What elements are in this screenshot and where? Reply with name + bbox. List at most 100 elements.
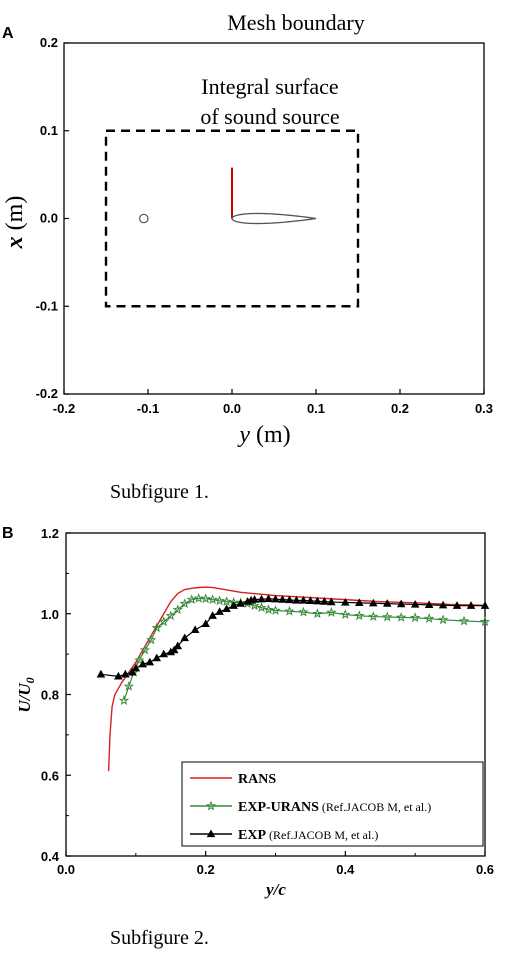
integral-surface-box [104,129,360,308]
point-exp [257,594,266,603]
point-exp [396,599,406,608]
point-exp [159,649,169,658]
point-exp [264,594,273,602]
point-exp [208,611,217,619]
panel-b-ylabel-sub: 0 [23,677,37,683]
point-exp [292,595,301,604]
point-exp [173,641,183,650]
panel-b-ytick-label: 1.0 [41,607,59,622]
panel-b-ytick-label: 0.8 [41,688,59,703]
panel-b-ytick-label: 0.6 [41,768,59,783]
point-exp [320,597,329,605]
point-exp-urans [270,605,281,615]
point-exp-urans [221,596,232,607]
point-exp [96,669,106,678]
point-exp [306,596,315,604]
series-line-exp-urans [123,597,486,701]
point-exp [355,598,364,606]
panel-a-annotation-line1: Integral surface [201,74,338,99]
point-exp [285,595,294,604]
point-exp [480,601,490,609]
point-exp-urans [134,654,145,665]
panel-a-xtick-label: 0.0 [223,401,241,416]
point-exp-urans [368,611,379,621]
point-exp [341,597,350,606]
panel-a-ylabel-unit: (m) [2,196,28,237]
panel-a-ytick-label: 0.0 [40,211,58,226]
panel-a-xtick-label: 0.3 [475,401,493,416]
panel-b-chart: y/c U/U0 0.0 0.2 0.4 0.60.40.60.81.01.2RANS… [15,526,494,899]
point-exp [215,607,224,615]
legend-series-name: EXP-URANS [238,800,319,815]
point-exp [166,647,176,656]
airfoil-outline [231,212,317,225]
point-exp-urans [326,607,337,617]
panel-a-ylabel: x (m) [2,196,28,250]
point-exp-urans [158,616,169,627]
point-exp [128,667,137,676]
point-exp-urans [146,634,157,645]
panel-b-ylabel: U/U0 [15,677,37,712]
point-exp-urans [214,595,225,606]
legend-marker-exp [206,829,216,838]
point-exp [250,595,259,603]
point-exp-urans [458,615,470,626]
point-exp-urans [118,695,130,705]
point-exp-urans [354,610,365,621]
point-exp [201,619,210,627]
panel-b-letter: B [2,525,14,542]
point-exp-urans [186,594,197,605]
point-exp-urans [263,604,274,615]
point-exp [368,598,378,607]
legend-label-rans: RANS [238,772,276,787]
series-line-rans [107,586,486,772]
legend-marker-exp-urans [205,800,217,811]
panel-a-ytick-label: 0.1 [40,123,58,138]
legend-box [181,761,484,847]
point-exp [138,659,148,668]
point-exp-urans [123,681,135,691]
panel-b-xtick-label: 0.4 [336,862,355,877]
panel-a-letter: A [2,25,14,42]
point-exp [313,596,322,605]
point-exp [271,594,280,603]
panel-a-ytick-label: -0.2 [36,386,58,401]
legend-series-name: EXP [238,828,266,843]
panel-a-xtick-label: 0.2 [391,401,409,416]
point-exp [452,601,462,609]
point-exp-urans [312,608,323,619]
panel-a-ytick-label: -0.1 [36,298,58,313]
point-exp [131,663,141,672]
panel-a-xlabel-unit: (m) [250,422,291,448]
legend-series-note: (Ref.JACOB M, et al.) [266,828,378,842]
point-exp [278,595,287,603]
panel-b-xtick-label: 0.6 [476,862,494,877]
point-exp-urans [340,609,351,619]
point-exp [466,601,476,609]
panel-b-ylabel-var: U [15,700,34,713]
legend-label-exp-urans: EXP-URANS (Ref.JACOB M, et al.) [238,800,431,815]
panel-a-annotation-line2: of sound source [200,104,339,129]
panel-b-xtick-label: 0.2 [197,862,215,877]
point-exp [229,601,238,609]
point-exp [299,595,308,604]
point-exp [190,625,200,634]
panel-a-ytick-label: 0.2 [40,35,58,50]
panel-a-xtick-label: -0.2 [53,401,75,416]
legend-label-exp: EXP (Ref.JACOB M, et al.) [238,828,378,843]
point-exp-urans [151,622,162,633]
panel-b-ytick-label: 1.2 [41,526,59,541]
point-exp-urans [479,616,491,627]
point-exp [180,633,189,642]
panel-a-title: Mesh boundary [227,10,364,35]
point-exp [121,669,130,678]
point-exp [152,653,162,662]
point-exp [222,604,231,613]
point-exp [410,599,420,608]
panel-a-xtick-label: 0.1 [307,401,325,416]
panel-a-diagram: Mesh boundary Integral surface of sound … [2,10,493,448]
caption-subfigure-2: Subfigure 2. [110,927,209,949]
point-exp [424,600,434,609]
panel-b-xlabel: y/c [264,880,286,899]
